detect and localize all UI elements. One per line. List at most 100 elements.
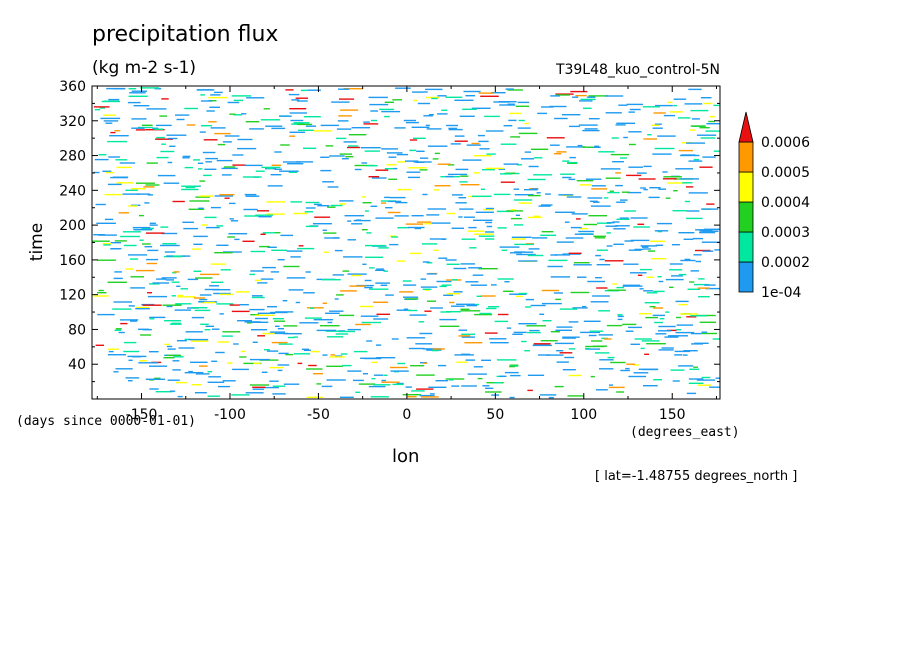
- precip-streak: [412, 91, 424, 93]
- precip-streak: [391, 236, 399, 238]
- precip-streak: [252, 388, 265, 390]
- precip-streak: [142, 243, 151, 245]
- precip-streak: [600, 168, 621, 170]
- precip-streak: [599, 368, 614, 370]
- precip-streak: [594, 145, 600, 147]
- precip-streak: [194, 309, 211, 312]
- precip-streak: [313, 319, 334, 321]
- precip-streak: [103, 114, 116, 116]
- precip-streak: [165, 279, 174, 281]
- precip-streak: [445, 259, 457, 261]
- precip-streak: [368, 96, 388, 99]
- precip-streak: [364, 150, 380, 152]
- precip-streak: [446, 311, 461, 313]
- precip-streak: [260, 278, 274, 280]
- precip-streak: [335, 355, 343, 357]
- precip-streak: [588, 215, 608, 217]
- precip-streak: [108, 98, 120, 101]
- precip-streak: [409, 149, 417, 152]
- precip-streak: [704, 284, 716, 286]
- precip-streak: [657, 230, 663, 233]
- precip-streak: [616, 122, 636, 124]
- precip-streak: [628, 111, 635, 113]
- y-tick-label: 280: [59, 149, 86, 165]
- precip-streak: [420, 396, 439, 398]
- precip-streak: [366, 165, 378, 167]
- precip-streak: [419, 332, 433, 335]
- precip-streak: [518, 292, 528, 295]
- precip-streak: [585, 347, 590, 350]
- precip-streak: [122, 193, 140, 195]
- precip-streak: [517, 101, 530, 104]
- precip-streak: [373, 301, 389, 303]
- precip-streak: [503, 290, 514, 292]
- precip-streak: [288, 93, 300, 96]
- precip-streak: [411, 126, 430, 128]
- precip-streak: [125, 189, 138, 191]
- precip-streak: [106, 87, 126, 90]
- precip-streak: [105, 122, 113, 124]
- y-tick-label: 160: [59, 253, 86, 269]
- precip-streak: [313, 130, 333, 132]
- precip-streak: [169, 145, 176, 147]
- precip-streak: [392, 383, 404, 386]
- precip-streak: [660, 318, 665, 320]
- precip-streak: [120, 235, 140, 238]
- precip-streak: [458, 329, 467, 331]
- precip-streak: [474, 313, 493, 316]
- precip-streak: [424, 223, 432, 225]
- precip-streak: [142, 329, 152, 331]
- precip-streak: [208, 100, 217, 102]
- precip-streak: [195, 373, 210, 375]
- precip-streak: [561, 114, 581, 116]
- precip-streak: [110, 176, 128, 179]
- precip-streak: [615, 124, 626, 126]
- precip-streak: [379, 108, 395, 111]
- precip-streak: [702, 156, 716, 158]
- precip-streak: [424, 289, 430, 291]
- precip-streak: [320, 124, 339, 127]
- precip-streak: [585, 178, 602, 180]
- precip-streak: [676, 316, 681, 319]
- precip-streak: [123, 231, 141, 233]
- precip-streak: [434, 152, 440, 155]
- precip-streak: [140, 87, 159, 89]
- precip-streak: [433, 189, 440, 191]
- precip-streak: [326, 379, 346, 381]
- precip-streak: [193, 297, 206, 299]
- precip-streak: [580, 331, 600, 334]
- precip-streak: [316, 329, 337, 332]
- precip-streak: [463, 216, 475, 218]
- precip-streak: [249, 273, 256, 276]
- precip-streak: [264, 349, 270, 351]
- precip-streak: [265, 125, 283, 127]
- precip-streak: [407, 309, 418, 312]
- precip-streak: [364, 210, 369, 212]
- precip-streak: [193, 159, 201, 161]
- precip-streak: [270, 174, 282, 176]
- precip-streak: [579, 184, 592, 186]
- precip-streak: [280, 234, 294, 237]
- precip-streak: [103, 244, 111, 246]
- precip-streak: [574, 262, 590, 264]
- precip-streak: [611, 137, 619, 139]
- precip-streak: [283, 383, 300, 385]
- precip-streak: [556, 350, 564, 352]
- precip-streak: [696, 379, 716, 381]
- precip-streak: [143, 186, 155, 188]
- precip-streak: [145, 378, 166, 380]
- precip-streak: [540, 340, 558, 342]
- precip-streak: [497, 278, 514, 280]
- precip-streak: [702, 250, 714, 252]
- precip-streak: [654, 123, 662, 125]
- precip-streak: [670, 369, 685, 371]
- precip-streak: [459, 181, 468, 183]
- precip-streak: [473, 155, 492, 157]
- chart-units: (kg m-2 s-1): [92, 58, 197, 78]
- precip-streak: [347, 239, 356, 241]
- precip-streak: [209, 106, 220, 108]
- precip-streak: [375, 217, 394, 219]
- precip-streak: [683, 354, 688, 356]
- precip-streak: [97, 292, 107, 294]
- precip-streak: [423, 115, 433, 117]
